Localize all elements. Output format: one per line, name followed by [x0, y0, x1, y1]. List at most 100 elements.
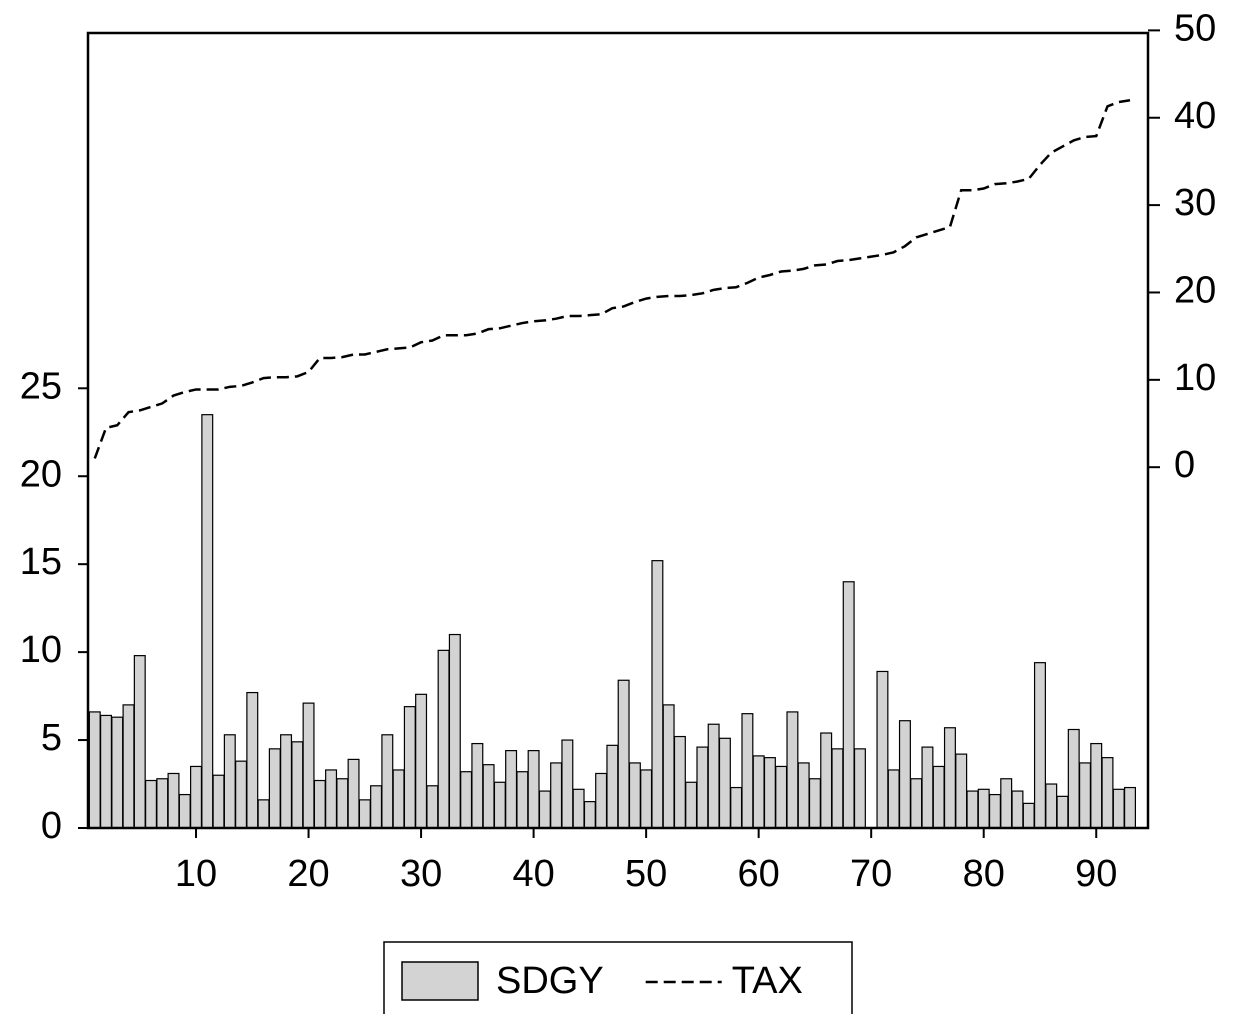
- bar: [257, 799, 270, 829]
- x-tick-label: 20: [287, 853, 329, 895]
- bar: [763, 757, 776, 829]
- bar: [696, 746, 709, 829]
- bar: [820, 732, 833, 829]
- bar: [381, 734, 394, 829]
- x-tick-label: 80: [963, 853, 1005, 895]
- bar: [718, 737, 731, 829]
- bar: [831, 748, 844, 829]
- bar: [797, 762, 810, 829]
- y2-tick-label: 20: [1174, 269, 1216, 311]
- bar: [482, 764, 495, 829]
- bar: [538, 790, 551, 829]
- bar: [673, 735, 686, 829]
- bar: [133, 655, 146, 829]
- bar: [223, 734, 236, 829]
- bar: [730, 786, 743, 829]
- bar: [966, 790, 979, 829]
- bar: [617, 679, 630, 829]
- bar: [1022, 802, 1035, 829]
- bar: [662, 704, 675, 829]
- bar: [302, 702, 315, 829]
- bar: [493, 781, 506, 829]
- bar: [1101, 757, 1114, 829]
- y2-tick-label: 50: [1174, 7, 1216, 49]
- y-tick-label: 25: [20, 365, 62, 407]
- bar: [876, 670, 889, 829]
- bar: [628, 762, 641, 829]
- bar: [516, 771, 529, 829]
- bar: [246, 691, 259, 829]
- bar: [550, 762, 563, 829]
- bar: [707, 723, 720, 829]
- x-tick-label: 10: [175, 853, 217, 895]
- y2-tick-label: 40: [1174, 95, 1216, 137]
- bar: [595, 772, 608, 829]
- bar: [88, 711, 101, 829]
- x-tick-label: 30: [400, 853, 442, 895]
- bar: [392, 769, 405, 829]
- y-tick-label: 10: [20, 629, 62, 671]
- y2-tick-label: 30: [1174, 182, 1216, 224]
- bar: [887, 769, 900, 829]
- bar: [741, 713, 754, 829]
- bar: [268, 748, 281, 829]
- legend-swatch: [401, 961, 479, 1001]
- bar: [370, 785, 383, 829]
- bar: [212, 774, 225, 829]
- x-tick-label: 50: [625, 853, 667, 895]
- line: [93, 99, 1131, 459]
- x-tick-label: 40: [512, 853, 554, 895]
- bar: [1011, 790, 1024, 829]
- x-tick-label: 60: [738, 853, 780, 895]
- legend-label: TAX: [732, 960, 803, 1002]
- bar: [561, 739, 574, 829]
- bar: [842, 581, 855, 829]
- y2-tick-label: 10: [1174, 357, 1216, 399]
- bar: [145, 779, 158, 829]
- bar: [471, 742, 484, 829]
- bar: [572, 788, 585, 829]
- bar: [1067, 728, 1080, 829]
- bar: [685, 781, 698, 829]
- x-tick-label: 90: [1075, 853, 1117, 895]
- y-tick-label: 0: [41, 805, 62, 847]
- bar: [190, 765, 203, 829]
- bar: [775, 765, 788, 829]
- bar: [235, 760, 248, 829]
- bar: [1033, 662, 1046, 829]
- bar: [921, 746, 934, 829]
- plot-frame: [86, 31, 1150, 830]
- bar: [280, 734, 293, 829]
- bar: [437, 649, 450, 829]
- bar: [201, 414, 214, 829]
- bar: [325, 769, 338, 829]
- bar: [977, 788, 990, 829]
- bar: [1123, 786, 1136, 829]
- bar: [460, 771, 473, 829]
- bar: [1078, 762, 1091, 829]
- bar: [358, 799, 371, 829]
- bar: [1056, 795, 1069, 829]
- bar: [403, 706, 416, 829]
- bar: [808, 778, 821, 829]
- bar: [583, 801, 596, 829]
- bar: [313, 779, 326, 829]
- bar: [426, 785, 439, 829]
- bar: [1000, 778, 1013, 829]
- y-tick-label: 5: [41, 717, 62, 759]
- bar: [156, 778, 169, 829]
- bar: [651, 560, 664, 829]
- bar: [527, 750, 540, 829]
- bar: [448, 633, 461, 829]
- bar: [606, 744, 619, 829]
- bar: [1112, 788, 1125, 829]
- bar: [291, 741, 304, 829]
- bar: [752, 755, 765, 829]
- y-tick-label: 15: [20, 541, 62, 583]
- bar: [640, 769, 653, 829]
- bar: [505, 750, 518, 829]
- bar: [955, 753, 968, 829]
- bar: [167, 772, 180, 829]
